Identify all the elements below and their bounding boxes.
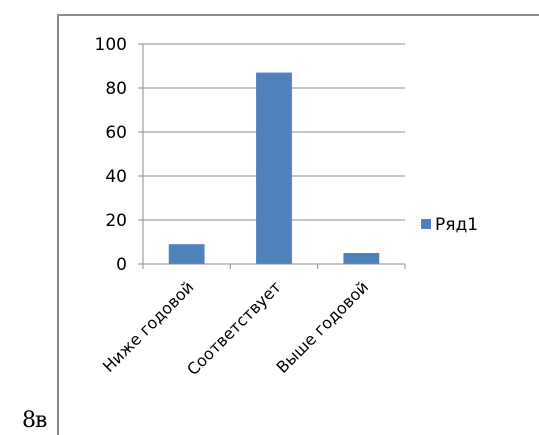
y-tick-label: 100 — [95, 35, 127, 55]
axes — [138, 43, 406, 269]
y-tick-label: 40 — [105, 167, 127, 187]
bar-1 — [168, 244, 205, 264]
bar-2 — [256, 72, 292, 264]
bar-3 — [343, 253, 380, 264]
legend: Ряд1 — [421, 215, 478, 235]
legend-swatch — [421, 219, 431, 229]
legend-label: Ряд1 — [435, 215, 478, 235]
x-category-label: Ниже годовой — [99, 277, 198, 376]
y-tick-label: 60 — [105, 123, 127, 143]
y-tick-label: 0 — [116, 255, 127, 275]
figure-label: 8в — [22, 408, 47, 433]
y-tick-label: 80 — [105, 79, 127, 99]
y-tick-labels: 0 20 40 60 80 100 — [95, 35, 127, 275]
x-category-label: Выше годовой — [273, 277, 373, 377]
y-tick-label: 20 — [105, 211, 127, 231]
x-category-label: Соответствует — [183, 277, 285, 379]
bars — [168, 72, 380, 264]
